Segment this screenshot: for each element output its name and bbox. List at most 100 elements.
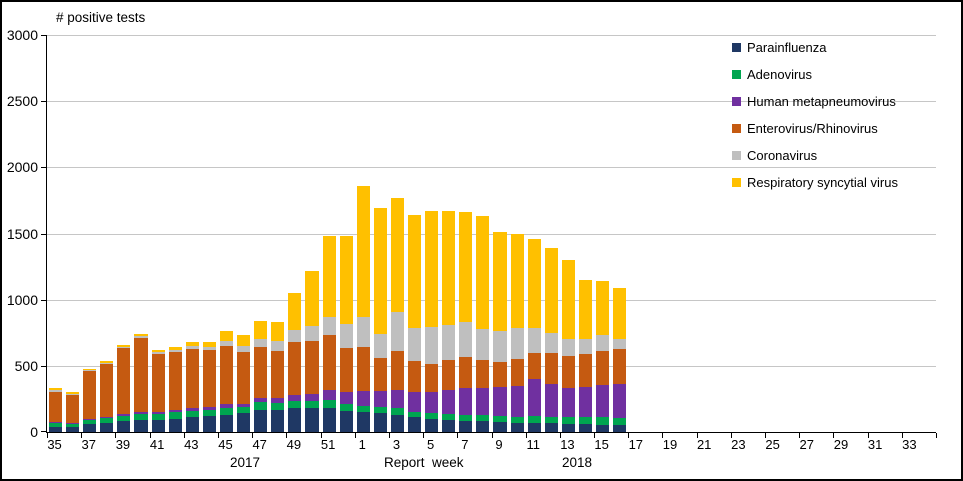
bar-group bbox=[167, 35, 184, 432]
bar-segment bbox=[219, 407, 234, 415]
legend-item: Coronavirus bbox=[732, 147, 898, 163]
bar-segment bbox=[373, 391, 387, 407]
bar-segment bbox=[151, 349, 165, 352]
bar-segment bbox=[596, 281, 610, 336]
bar-segment bbox=[202, 416, 216, 432]
bar-segment bbox=[493, 416, 507, 423]
bar-segment bbox=[442, 420, 456, 432]
x-axis-tick-label: 29 bbox=[833, 437, 849, 452]
bar-group bbox=[115, 35, 132, 432]
bar-segment bbox=[339, 348, 353, 392]
bar-segment bbox=[425, 418, 439, 432]
bar-segment bbox=[476, 415, 490, 422]
x-axis-tick bbox=[457, 433, 459, 438]
bar-segment bbox=[561, 417, 575, 425]
bar-segment bbox=[168, 347, 182, 350]
bar-group bbox=[252, 35, 269, 432]
bar-segment bbox=[578, 417, 592, 425]
x-axis-tick bbox=[81, 433, 83, 438]
bar-segment bbox=[83, 418, 97, 421]
bar-segment bbox=[561, 339, 575, 356]
x-axis-tick-label: 1 bbox=[358, 437, 366, 452]
legend-label: Coronavirus bbox=[747, 147, 818, 163]
x-axis-tick bbox=[47, 433, 48, 438]
x-axis-tick bbox=[799, 433, 801, 438]
legend-marker bbox=[732, 69, 741, 79]
bar-segment bbox=[510, 328, 524, 359]
bar-segment bbox=[151, 414, 165, 421]
bar-segment bbox=[305, 393, 319, 401]
x-axis-tick bbox=[320, 433, 322, 438]
bar-segment bbox=[544, 333, 558, 354]
bar-group bbox=[184, 35, 201, 432]
bar-segment bbox=[442, 414, 456, 421]
bar-group bbox=[286, 35, 303, 432]
legend-label: Respiratory syncytial virus bbox=[747, 174, 898, 190]
bar-segment bbox=[117, 414, 131, 417]
legend-label: Adenovirus bbox=[747, 66, 813, 82]
bar-group bbox=[355, 35, 372, 432]
x-axis-tick-label: 25 bbox=[765, 437, 780, 452]
bar-segment bbox=[339, 236, 353, 325]
bar-segment bbox=[613, 338, 627, 350]
bar-segment bbox=[544, 423, 558, 432]
y-axis-tick bbox=[41, 365, 46, 367]
bar-segment bbox=[561, 260, 575, 340]
x-axis-tick-label: 23 bbox=[731, 437, 746, 452]
bar-segment bbox=[305, 408, 319, 432]
legend-marker bbox=[732, 177, 741, 187]
bar-segment bbox=[219, 331, 234, 341]
bar-group bbox=[509, 35, 526, 432]
bar-segment bbox=[390, 414, 404, 432]
bar-segment bbox=[493, 331, 507, 362]
x-axis-tick-label: 47 bbox=[252, 437, 267, 452]
bar-segment bbox=[390, 408, 404, 415]
bar-segment bbox=[544, 384, 558, 417]
x-axis-tick-label: 33 bbox=[902, 437, 917, 452]
x-axis-tick bbox=[730, 433, 732, 438]
x-axis-tick bbox=[833, 433, 835, 438]
gridline bbox=[47, 365, 936, 367]
x-axis-tick-label: 9 bbox=[495, 437, 503, 452]
bar-segment bbox=[168, 418, 182, 432]
x-axis-tick-label: 49 bbox=[286, 437, 302, 452]
bar-segment bbox=[561, 424, 575, 432]
y-axis-tick-label: 500 bbox=[14, 357, 38, 374]
gridline bbox=[47, 299, 936, 301]
bar-segment bbox=[237, 406, 251, 414]
x-axis-title: Report week bbox=[384, 455, 464, 470]
bar-segment bbox=[493, 361, 507, 388]
bar-segment bbox=[254, 402, 268, 410]
bar-segment bbox=[237, 403, 251, 407]
bar-group bbox=[714, 35, 731, 432]
bar-segment bbox=[339, 403, 353, 411]
bar-segment bbox=[476, 328, 490, 360]
bar-segment bbox=[476, 216, 490, 329]
x-axis-tick bbox=[491, 433, 493, 438]
bar-segment bbox=[356, 347, 370, 391]
x-axis-tick bbox=[252, 433, 254, 438]
bar-segment bbox=[442, 211, 456, 325]
legend-marker bbox=[732, 42, 741, 52]
bar-segment bbox=[339, 391, 353, 404]
bar-segment bbox=[322, 408, 336, 432]
bar-segment bbox=[613, 418, 627, 426]
bar-segment bbox=[322, 334, 336, 391]
bar-segment bbox=[237, 346, 251, 352]
bar-segment bbox=[425, 391, 439, 413]
legend-marker bbox=[732, 96, 741, 106]
bar-group bbox=[526, 35, 543, 432]
legend-label: Enterovirus/Rhinovirus bbox=[747, 120, 878, 136]
bar-segment bbox=[185, 346, 199, 349]
bar-segment bbox=[66, 392, 80, 394]
bar-segment bbox=[202, 409, 216, 417]
bar-group bbox=[303, 35, 320, 432]
bar-group bbox=[560, 35, 577, 432]
bar-segment bbox=[322, 390, 336, 401]
bar-segment bbox=[49, 390, 63, 392]
bar-segment bbox=[578, 424, 592, 432]
bar-segment bbox=[83, 368, 97, 370]
bar-segment bbox=[373, 334, 387, 358]
x-axis-tick-label: 15 bbox=[594, 437, 609, 452]
